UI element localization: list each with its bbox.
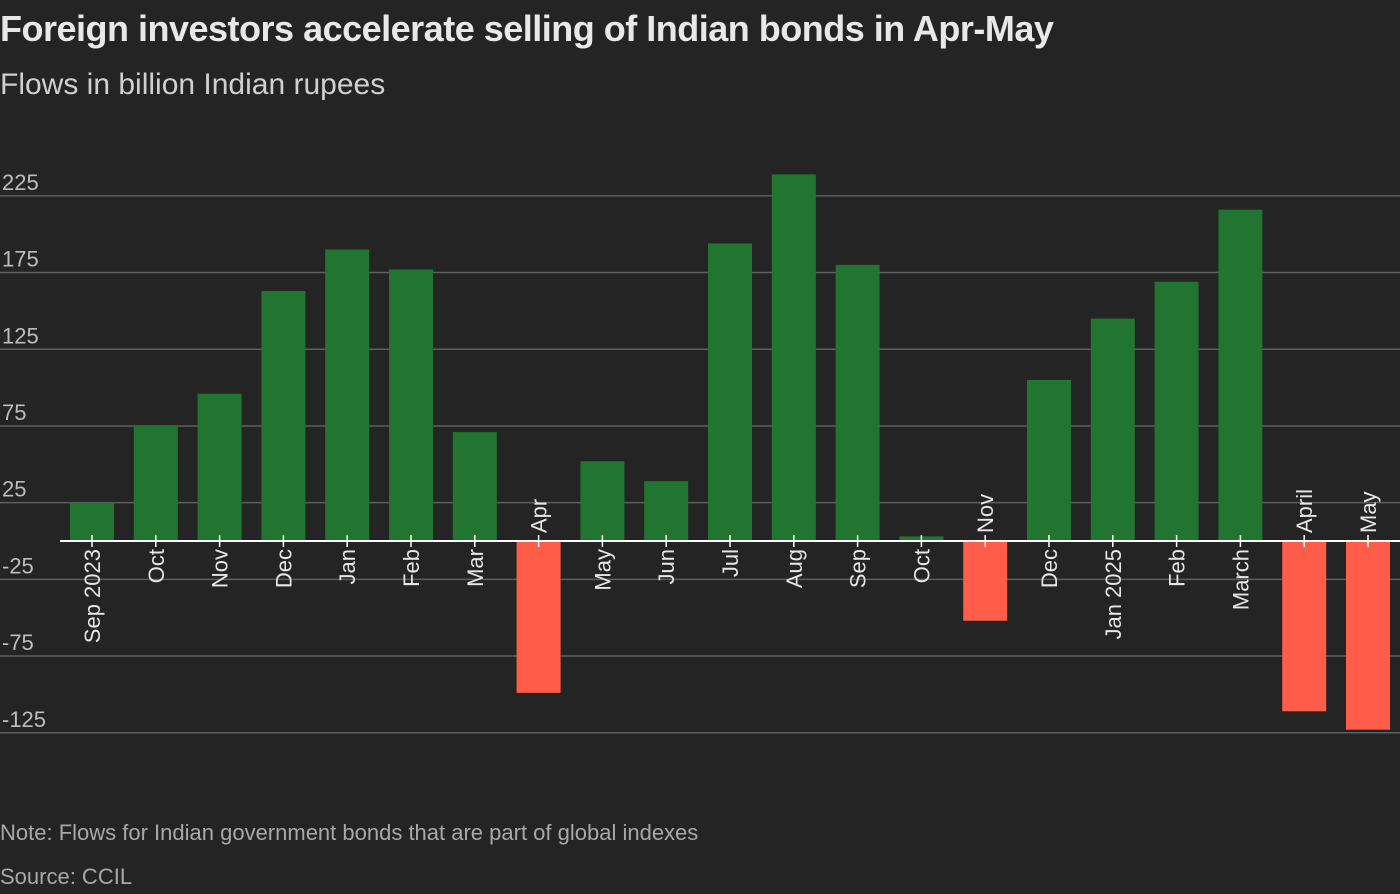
x-tick-label: Dec [271, 549, 296, 588]
x-tick-label: Jul [718, 549, 743, 577]
bar [644, 481, 689, 541]
bar [70, 502, 114, 541]
x-tick-label: April [1292, 489, 1317, 533]
y-tick-label: 25 [2, 477, 26, 502]
x-tick-label: Apr [527, 499, 552, 533]
bar [1282, 541, 1327, 712]
y-tick-label: 75 [2, 400, 26, 425]
bar [452, 432, 497, 541]
bar [325, 249, 370, 542]
x-tick-label: Mar [463, 549, 488, 587]
chart-subtitle: Flows in billion Indian rupees [0, 68, 386, 101]
chart-note: Note: Flows for Indian government bonds … [0, 820, 699, 845]
x-tick-label: Jan 2025 [1101, 549, 1126, 640]
bar [708, 243, 752, 542]
x-tick-label: Jun [654, 549, 679, 584]
bar [963, 541, 1008, 621]
x-tick-label: Feb [1165, 549, 1190, 587]
chart-source: Source: CCIL [0, 864, 133, 889]
bar [516, 541, 561, 693]
y-tick-label: 125 [2, 323, 39, 348]
x-tick-label: Aug [782, 549, 807, 588]
bar [1154, 281, 1199, 541]
bar [835, 264, 880, 541]
y-tick-label: 225 [2, 170, 39, 195]
x-tick-label: Nov [208, 549, 233, 588]
bar [1090, 318, 1135, 541]
y-tick-label: 175 [2, 247, 39, 272]
x-tick-label: Sep [846, 549, 871, 588]
x-tick-label: Feb [399, 549, 424, 587]
x-tick-label: Jan [335, 549, 360, 584]
bar [1346, 541, 1390, 730]
bar [1218, 209, 1263, 541]
bar [261, 290, 306, 541]
y-tick-label: -25 [2, 553, 34, 578]
y-tick-label: -125 [2, 707, 46, 732]
x-tick-label: Oct [909, 549, 934, 583]
bar [771, 174, 816, 541]
x-tick-label: Oct [144, 549, 169, 583]
x-tick-label: Nov [973, 494, 998, 533]
x-tick-label: Dec [1037, 549, 1062, 588]
x-tick-label: May [1356, 491, 1381, 533]
bar [389, 269, 433, 541]
bar [133, 425, 178, 541]
chart-title: Foreign investors accelerate selling of … [0, 8, 1054, 49]
x-tick-label: May [590, 549, 615, 591]
y-tick-label: -75 [2, 630, 34, 655]
bar [580, 461, 625, 541]
bar [197, 393, 242, 541]
x-tick-label: Sep 2023 [80, 549, 105, 643]
x-tick-label: March [1228, 549, 1253, 610]
bar [1027, 379, 1071, 541]
